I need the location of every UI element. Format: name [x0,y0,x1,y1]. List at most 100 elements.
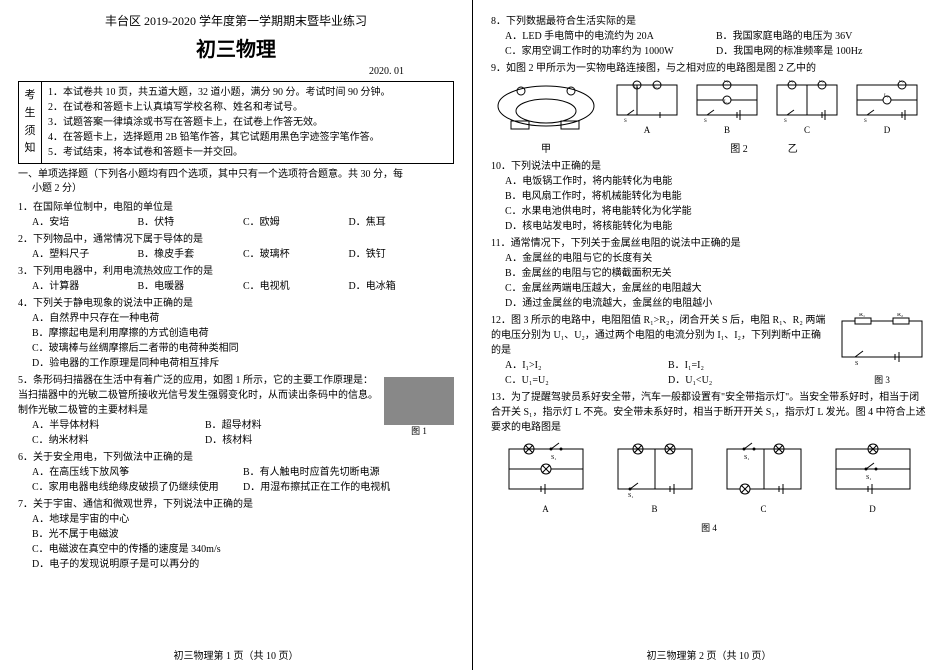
q2-c: C．玻璃杯 [243,247,349,262]
circuit-d: L₂ L₁ S [852,80,922,124]
q2: 2．下列物品中，通常情况下属于导体的是 A．塑料尺子 B．橡皮手套 C．玻璃杯 … [18,232,454,262]
fig4-label: 图 4 [491,522,927,536]
physical-circuit [491,76,601,136]
q3: 3．下列用电器中，利用电流热效应工作的是 A．计算器 B．电暖器 C．电视机 D… [18,264,454,294]
q6-stem: 6．关于安全用电，下列做法中正确的是 [18,450,454,465]
svg-text:S: S [855,361,858,367]
q2-stem: 2．下列物品中，通常情况下属于导体的是 [18,232,454,247]
circuit-b: L₁ L₂ S [692,80,762,124]
svg-text:R₂: R₂ [897,313,903,318]
circuit-c: L₁ L₂ S [772,80,842,124]
q1-d: D．焦耳 [349,215,455,230]
q9: 9．如图 2 甲所示为一实物电路连接图，与之相对应的电路图是图 2 乙中的 [491,61,927,157]
q1-c: C．欧姆 [243,215,349,230]
q8-c: C．家用空调工作时的功率约为 1000W [505,44,716,59]
q12-b: B．I₁=I₂ [668,358,831,373]
q4-b: B．摩擦起电是利用摩擦的方式创造电荷 [18,326,454,341]
notice-item: 3．试题答案一律填涂或书写在答题卡上，在试卷上作答无效。 [48,115,447,130]
q12: 12．图 3 所示的电路中，电阻阻值 R₁>R₂，闭合开关 S 后，电阻 R₁、… [491,313,927,388]
scanner-image: 图 1 [384,373,454,448]
q1-a: A．安培 [32,215,138,230]
q13: 13．为了提醒驾驶员系好安全带，汽车一般都设置有"安全带指示灯"。当安全带系好时… [491,390,927,536]
q4-d: D．验电器的工作原理是同种电荷相互排斥 [18,356,454,371]
notice-item: 1．本试卷共 10 页，共五道大题，32 道小题，满分 90 分。考试时间 90… [48,85,447,100]
q9-label-d: D [852,124,922,138]
circuit-a: L₁ L₂ S [612,80,682,124]
svg-text:S: S [864,119,867,124]
q11-a: A．金属丝的电阻与它的长度有关 [491,251,927,266]
q5-d: D．核材料 [205,433,378,448]
q3-a: A．计算器 [32,279,138,294]
fig-jia: 甲 [491,142,601,157]
q8-b: B．我国家庭电路的电压为 36V [716,29,927,44]
q6: 6．关于安全用电，下列做法中正确的是 A．在高压线下放风筝 B．有人触电时应首先… [18,450,454,495]
q5: 5．条形码扫描器在生活中有着广泛的应用，如图 1 所示，它的主要工作原理是：当扫… [18,373,454,448]
q2-d: D．铁钉 [349,247,455,262]
q13-label-d: D [828,503,918,517]
q5-stem: 5．条形码扫描器在生活中有着广泛的应用，如图 1 所示，它的主要工作原理是：当扫… [18,373,378,418]
subtitle: 丰台区 2019-2020 学年度第一学期期末暨毕业练习 [18,12,454,29]
q4-stem: 4．下列关于静电现象的说法中正确的是 [18,296,454,311]
notice-content: 1．本试卷共 10 页，共五道大题，32 道小题，满分 90 分。考试时间 90… [42,82,453,163]
fig-yi: 乙 [788,144,798,155]
q6-d: D．用湿布擦拭正在工作的电视机 [243,480,454,495]
q3-d: D．电冰箱 [349,279,455,294]
q11: 11．通常情况下，下列关于金属丝电阻的说法中正确的是 A．金属丝的电阻与它的长度… [491,236,927,311]
q5-b: B．超导材料 [205,418,378,433]
notice-item: 4．在答题卡上，选择题用 2B 铅笔作答，其它试题用黑色字迹签字笔作答。 [48,130,447,145]
q9-label-a: A [612,124,682,138]
q6-a: A．在高压线下放风筝 [32,465,243,480]
fig2-label: 图 2 [730,144,748,155]
left-page: 丰台区 2019-2020 学年度第一学期期末暨毕业练习 初三物理 2020. … [0,0,472,670]
q12-c: C．U₁=U₂ [505,373,668,388]
svg-text:S: S [784,119,787,124]
q7: 7．关于宇宙、通信和微观世界，下列说法中正确的是 A．地球是宇宙的中心 B．光不… [18,497,454,572]
svg-text:L₁: L₁ [884,94,889,99]
svg-text:S₁: S₁ [866,475,871,481]
q12-circuit: R₁ R₂ S 图 3 [837,313,927,369]
svg-text:S₁: S₁ [551,455,556,461]
q8-a: A．LED 手电筒中的电流约为 20A [505,29,716,44]
date: 2020. 01 [18,66,454,77]
q13-stem: 13．为了提醒驾驶员系好安全带，汽车一般都设置有"安全带指示灯"。当安全带系好时… [491,390,927,435]
q9-label-c: C [772,124,842,138]
notice-item: 2．在试卷和答题卡上认真填写学校名称、姓名和考试号。 [48,100,447,115]
svg-text:L₁: L₁ [724,80,729,84]
svg-text:L₂: L₂ [654,85,659,90]
circuit-13b: S₁ [610,441,700,501]
q1: 1．在国际单位制中，电阻的单位是 A．安培 B．伏特 C．欧姆 D．焦耳 [18,200,454,230]
q8: 8．下列数据最符合生活实际的是 A．LED 手电筒中的电流约为 20A B．我国… [491,14,927,59]
main-title: 初三物理 [18,33,454,62]
svg-text:L₁: L₁ [789,80,794,84]
notice-box: 考生须知 1．本试卷共 10 页，共五道大题，32 道小题，满分 90 分。考试… [18,81,454,164]
section1-title: 一、单项选择题（下列各小题均有四个选项，其中只有一个选项符合题意。共 30 分，… [18,168,454,196]
q12-a: A．I₁>I₂ [505,358,668,373]
q10-b: B．电风扇工作时，将机械能转化为电能 [491,189,927,204]
q11-c: C．金属丝两端电压越大，金属丝的电阻越大 [491,281,927,296]
circuit-13a: S₁ [501,441,591,501]
right-page: 8．下列数据最符合生活实际的是 A．LED 手电筒中的电流约为 20A B．我国… [473,0,945,670]
q10-d: D．核电站发电时，将核能转化为电能 [491,219,927,234]
svg-text:S: S [704,119,707,124]
svg-text:S₁: S₁ [744,455,749,461]
circuit-13d: S₁ [828,441,918,501]
q10-a: A．电饭锅工作时，将内能转化为电能 [491,174,927,189]
q13-label-c: C [719,503,809,517]
q1-stem: 1．在国际单位制中，电阻的单位是 [18,200,454,215]
svg-text:L₂: L₂ [899,80,904,84]
footer-right: 初三物理第 2 页（共 10 页） [473,647,945,662]
notice-label: 考生须知 [19,82,42,163]
q13-circuits: S₁ A S₁ [491,441,927,517]
q11-d: D．通过金属丝的电流越大，金属丝的电阻越小 [491,296,927,311]
svg-text:L₂: L₂ [819,80,824,84]
q9-label-b: B [692,124,762,138]
q8-stem: 8．下列数据最符合生活实际的是 [491,14,927,29]
q10-c: C．水果电池供电时，将电能转化为化学能 [491,204,927,219]
q7-b: B．光不属于电磁波 [18,527,454,542]
q8-d: D．我国电网的标准频率是 100Hz [716,44,927,59]
footer-left: 初三物理第 1 页（共 10 页） [0,647,472,662]
q1-b: B．伏特 [138,215,244,230]
fig3-label: 图 3 [837,374,927,388]
q6-b: B．有人触电时应首先切断电源 [243,465,454,480]
q12-stem: 12．图 3 所示的电路中，电阻阻值 R₁>R₂，闭合开关 S 后，电阻 R₁、… [491,313,831,358]
